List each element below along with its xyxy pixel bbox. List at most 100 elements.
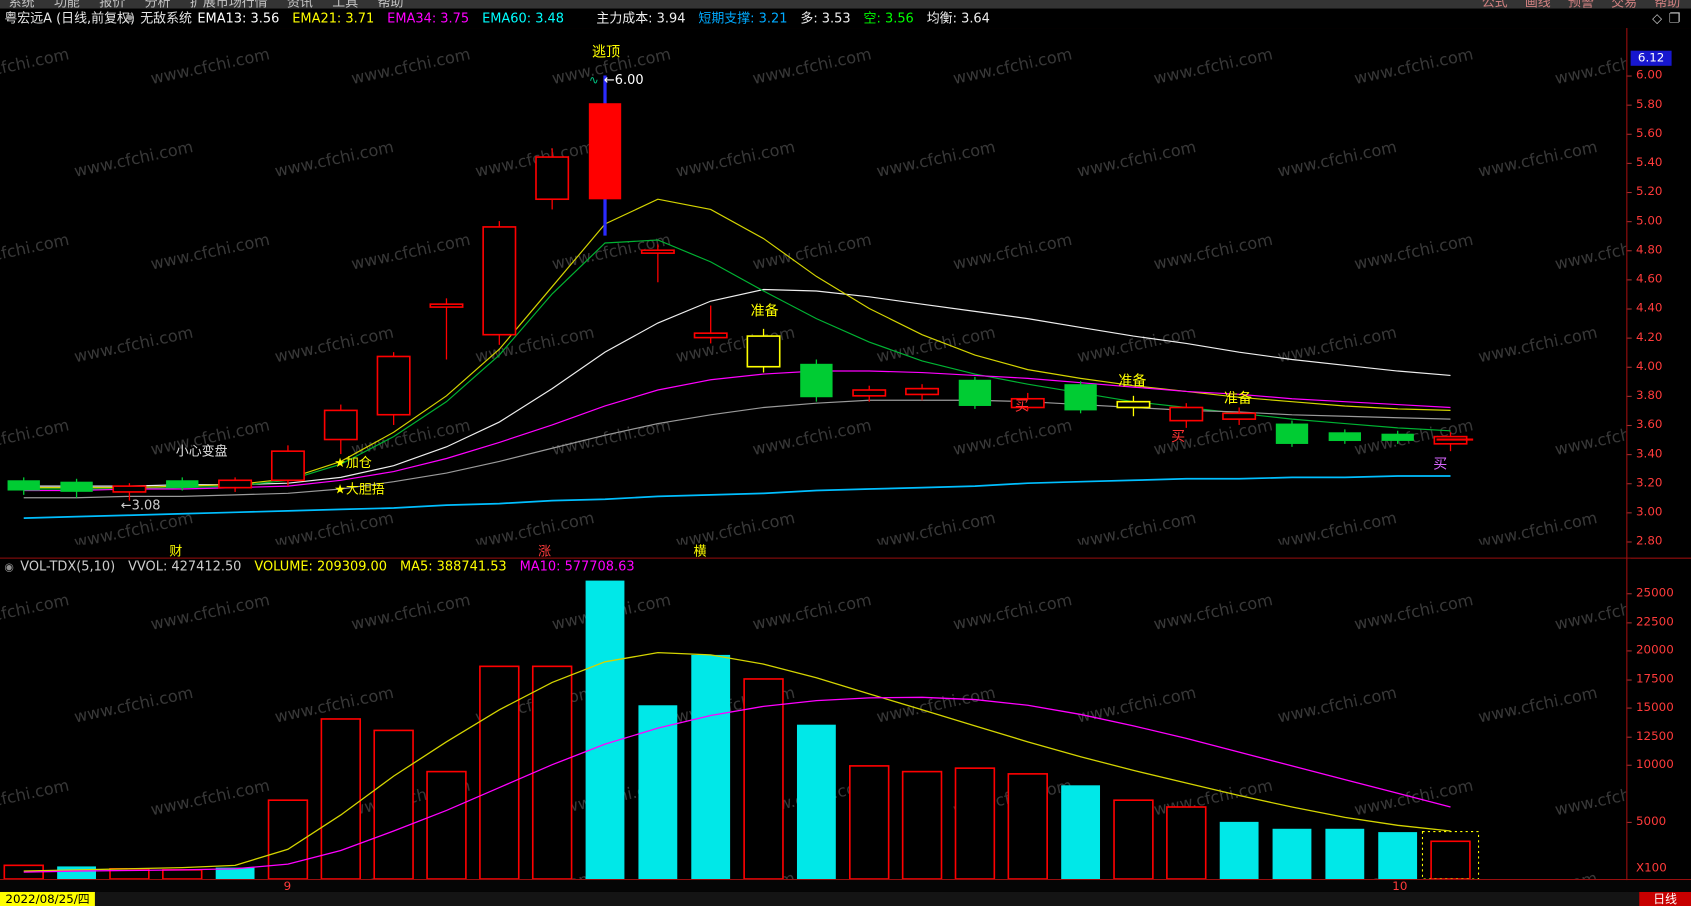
top-menu-bar[interactable]: 系统 功能 报价 分析 扩展市场行情 资讯 工具 帮助 公式 画线 预警 交易 帮助 bbox=[0, 0, 1691, 9]
ma-line-support-cyan bbox=[23, 475, 1451, 520]
watermark: www.cfchi.com bbox=[951, 590, 1073, 634]
menu-item[interactable]: 画线 bbox=[1524, 0, 1551, 9]
indicator-system-name[interactable]: 无敌系统 bbox=[140, 10, 192, 26]
candle[interactable] bbox=[588, 103, 622, 200]
volume-bar[interactable] bbox=[849, 765, 890, 880]
chart-annotation: 小心变盘 bbox=[176, 443, 228, 459]
menu-item[interactable]: 系统 bbox=[8, 0, 35, 9]
candle[interactable] bbox=[482, 226, 517, 336]
menu-item[interactable]: 交易 bbox=[1611, 0, 1638, 9]
candle[interactable] bbox=[535, 156, 570, 201]
indicator-info-bar: 粤宏远А (日线,前复权) ◉ 无敌系统 EMA13: 3.56 EMA21: 3… bbox=[0, 8, 1691, 29]
indicator-value: EMA34: 3.75 bbox=[387, 10, 470, 26]
volume-bar[interactable] bbox=[426, 770, 467, 880]
candle[interactable] bbox=[800, 363, 833, 398]
candle[interactable] bbox=[1010, 397, 1045, 409]
volume-bar[interactable] bbox=[1166, 806, 1207, 880]
volume-bar[interactable] bbox=[638, 705, 678, 880]
candle[interactable] bbox=[376, 355, 411, 416]
candle[interactable] bbox=[1275, 423, 1309, 444]
candle[interactable] bbox=[905, 387, 940, 396]
stock-name[interactable]: 粤宏远А (日线,前复权) bbox=[4, 10, 136, 26]
candle[interactable] bbox=[1116, 400, 1151, 409]
candle[interactable] bbox=[7, 480, 40, 491]
menu-items-left[interactable]: 系统 功能 报价 分析 扩展市场行情 资讯 工具 帮助 bbox=[9, 0, 423, 9]
watermark: www.cfchi.com bbox=[350, 230, 472, 274]
candle[interactable] bbox=[1169, 406, 1204, 422]
candle[interactable] bbox=[166, 480, 199, 488]
candle[interactable] bbox=[323, 409, 358, 441]
menu-item[interactable]: 扩展市场行情 bbox=[189, 0, 268, 9]
volume-chart-area[interactable]: www.cfchi.com www.cfchi.com www.cfchi.com w… bbox=[0, 573, 1627, 880]
candle[interactable] bbox=[270, 450, 305, 482]
price-tick-label: 4.20 bbox=[1636, 330, 1663, 345]
menu-items-right[interactable]: 公式 画线 预警 交易 帮助 bbox=[1464, 0, 1681, 9]
indicator-toggle-icon[interactable]: ◉ bbox=[4, 561, 14, 574]
candle[interactable] bbox=[1222, 412, 1257, 420]
volume-bar[interactable] bbox=[57, 866, 96, 880]
candle[interactable] bbox=[112, 485, 147, 493]
price-tick-label: 5.20 bbox=[1636, 184, 1663, 199]
watermark: www.cfchi.com bbox=[1553, 230, 1626, 274]
axis-tick-mark bbox=[1626, 250, 1632, 252]
volume-bar[interactable] bbox=[1430, 840, 1471, 880]
volume-bar[interactable] bbox=[320, 718, 362, 880]
watermark: www.cfchi.com bbox=[1075, 683, 1197, 727]
candle[interactable] bbox=[640, 249, 675, 254]
volume-bar[interactable] bbox=[585, 580, 625, 880]
volume-chart[interactable]: www.cfchi.com www.cfchi.com www.cfchi.com w… bbox=[0, 573, 1627, 880]
volume-bar[interactable] bbox=[1113, 799, 1154, 880]
menu-item[interactable]: 帮助 bbox=[377, 0, 404, 9]
axis-tick-mark bbox=[1626, 541, 1632, 543]
candle[interactable] bbox=[693, 332, 728, 339]
volume-bar[interactable] bbox=[1378, 832, 1418, 880]
period-label[interactable]: 日线 bbox=[1639, 891, 1691, 906]
chart-annotation: ★大胆捂 bbox=[334, 482, 384, 497]
candle[interactable] bbox=[60, 481, 93, 492]
candle[interactable] bbox=[852, 389, 887, 397]
volume-bar[interactable] bbox=[1219, 821, 1259, 880]
volume-bar[interactable] bbox=[162, 869, 203, 880]
volume-bar[interactable] bbox=[1061, 785, 1101, 880]
volume-bar[interactable] bbox=[901, 770, 943, 880]
volume-bar[interactable] bbox=[531, 665, 573, 880]
volume-bar[interactable] bbox=[1007, 773, 1048, 880]
indicator-value: EMA13: 3.56 bbox=[197, 10, 280, 26]
diamond-icon[interactable]: ◇ bbox=[1652, 10, 1669, 26]
axis-tick-mark bbox=[1626, 133, 1632, 135]
candle[interactable] bbox=[429, 303, 464, 308]
volume-bar[interactable] bbox=[215, 867, 255, 880]
volume-bar[interactable] bbox=[479, 665, 520, 880]
candle[interactable] bbox=[958, 379, 992, 406]
volume-bar[interactable] bbox=[267, 799, 309, 880]
candle[interactable] bbox=[218, 479, 253, 489]
menu-item[interactable]: 公式 bbox=[1481, 0, 1508, 9]
candle[interactable] bbox=[746, 335, 781, 368]
volume-bar[interactable] bbox=[743, 678, 784, 880]
candle[interactable] bbox=[1328, 432, 1362, 442]
volume-bar[interactable] bbox=[1325, 828, 1365, 880]
candle[interactable] bbox=[1064, 384, 1097, 411]
indicator-toggle-icon[interactable]: ◉ bbox=[125, 11, 135, 24]
menu-item[interactable]: 预警 bbox=[1568, 0, 1594, 9]
menu-item[interactable]: 工具 bbox=[332, 0, 359, 9]
candlestick-chart[interactable]: www.cfchi.com www.cfchi.com www.cfchi.com w… bbox=[0, 28, 1627, 545]
menu-item[interactable]: 功能 bbox=[53, 0, 80, 9]
watermark: www.cfchi.com bbox=[149, 590, 271, 634]
menu-item[interactable]: 帮助 bbox=[1654, 0, 1681, 9]
menu-item[interactable]: 资讯 bbox=[286, 0, 313, 9]
volume-bar[interactable] bbox=[373, 729, 414, 880]
candle[interactable] bbox=[1381, 433, 1414, 441]
volume-bar[interactable] bbox=[954, 767, 996, 880]
maximize-icon[interactable]: ❐ bbox=[1668, 10, 1687, 26]
menu-item[interactable]: 分析 bbox=[144, 0, 171, 9]
volume-bar[interactable] bbox=[1272, 828, 1312, 880]
volume-bar[interactable] bbox=[691, 654, 731, 880]
volume-bar[interactable] bbox=[796, 724, 836, 880]
date-label[interactable]: 2022/08/25/四 bbox=[0, 891, 96, 906]
menu-item[interactable]: 报价 bbox=[99, 0, 126, 9]
window-control-icons[interactable]: ◇❐ bbox=[1652, 9, 1687, 28]
main-chart-area[interactable]: www.cfchi.com www.cfchi.com www.cfchi.com w… bbox=[0, 28, 1627, 545]
watermark: www.cfchi.com bbox=[149, 230, 271, 274]
axis-tick-mark bbox=[1626, 678, 1632, 681]
